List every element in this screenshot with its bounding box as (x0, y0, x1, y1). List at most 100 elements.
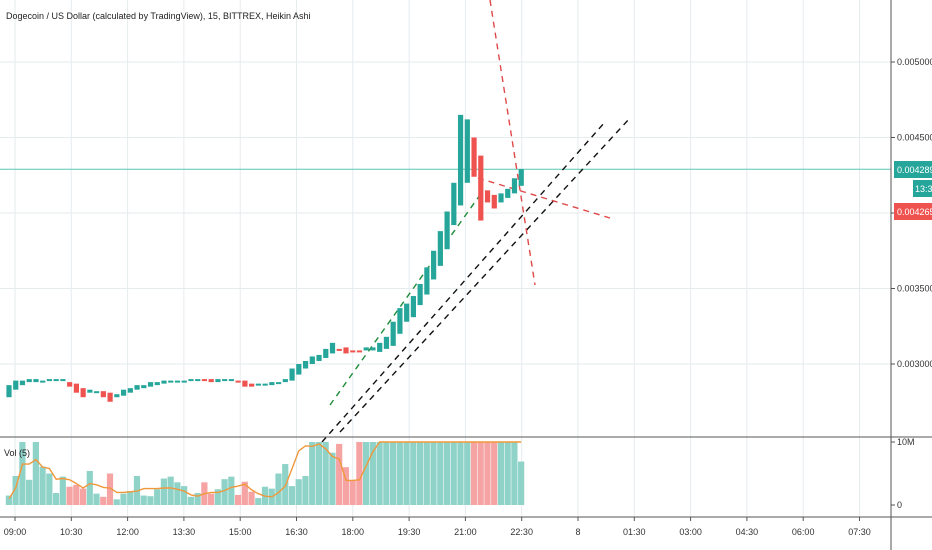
candle (154, 382, 160, 386)
candle (269, 382, 275, 386)
volume-bar (140, 495, 147, 505)
candle (511, 178, 518, 194)
candle (134, 385, 140, 390)
trend-line-black-upper[interactable] (321, 121, 606, 443)
volume-bar (194, 493, 201, 505)
volume-bar (39, 466, 46, 505)
candle (147, 382, 154, 387)
volume-bar (363, 442, 370, 505)
volume-bar (160, 478, 168, 505)
volume-bar (470, 442, 478, 505)
countdown-tag-text: 13:32 (915, 184, 932, 194)
candle (80, 388, 86, 398)
candle (464, 119, 470, 183)
candle (26, 379, 32, 383)
volume-bar (147, 496, 154, 505)
countdown-tag (913, 180, 932, 197)
volume-bar (403, 442, 410, 505)
volume-bar (315, 442, 323, 505)
candle (53, 379, 59, 382)
volume-bar (518, 461, 525, 505)
candle (282, 379, 288, 383)
candle (46, 379, 53, 382)
candle (390, 321, 396, 346)
volume-bar (5, 495, 12, 505)
candle (410, 296, 416, 318)
candle (73, 383, 79, 393)
candle (127, 388, 133, 393)
candle (181, 380, 187, 383)
candle (437, 231, 443, 266)
candle (363, 347, 369, 351)
volume-bar (450, 442, 457, 505)
volume-bar (214, 489, 221, 505)
volume-tick-label: 10M (897, 437, 915, 447)
candle (208, 379, 214, 383)
volume-bar (86, 470, 93, 505)
time-tick-label: 21:00 (454, 527, 477, 537)
candle (323, 348, 329, 358)
candle (40, 380, 46, 383)
candle (67, 382, 73, 387)
volume-bar (396, 442, 403, 505)
candle (491, 194, 497, 209)
volume-ma-line (8, 441, 522, 500)
trend-line-black-lower[interactable] (339, 117, 631, 433)
candle (13, 380, 19, 390)
volume-bar (181, 486, 188, 505)
candle (201, 379, 208, 382)
candle (188, 379, 194, 382)
candle (431, 250, 437, 280)
candle (417, 283, 423, 306)
volume-bar (356, 442, 363, 505)
volume-bar (309, 442, 316, 505)
candles-layer (6, 114, 524, 402)
volume-bar (484, 442, 491, 505)
candle (316, 354, 322, 361)
volume-bar (19, 442, 26, 505)
trend-line-red-shallow[interactable] (477, 177, 611, 219)
time-tick-label: 8 (575, 527, 580, 537)
candle (87, 389, 93, 393)
drawings-layer (321, 0, 631, 443)
time-tick-label: 22:30 (510, 527, 533, 537)
volume-bar (376, 442, 383, 505)
candle (107, 392, 113, 402)
chart-title: Dogecoin / US Dollar (calculated by Trad… (6, 11, 310, 21)
time-tick-label: 15:00 (229, 527, 252, 537)
candle (19, 380, 26, 386)
candle (471, 137, 477, 177)
volume-bar (234, 494, 242, 505)
candle (296, 364, 302, 375)
volume-bar (93, 493, 100, 505)
volume-bar (416, 442, 424, 505)
candle (498, 193, 504, 203)
volume-bar (255, 498, 262, 505)
candle (215, 379, 221, 383)
volume-bar (430, 442, 437, 505)
candle (249, 383, 255, 387)
time-tick-label: 12:00 (116, 527, 139, 537)
volume-bar (437, 442, 444, 505)
volume-bar (410, 442, 417, 505)
candle (356, 350, 363, 353)
candle (195, 379, 201, 382)
candle (60, 379, 66, 382)
candle (424, 267, 430, 295)
level-price-tag (894, 203, 932, 220)
trend-line-red-steep[interactable] (489, 0, 536, 286)
candle (329, 342, 336, 354)
volume-bar (342, 467, 349, 505)
volume-bar (113, 499, 120, 505)
candle (457, 114, 464, 206)
candle (518, 169, 524, 186)
candle (343, 347, 349, 354)
candle (309, 356, 315, 364)
volume-bar (477, 442, 484, 505)
candle (228, 379, 235, 382)
volume-bar (504, 442, 511, 505)
volume-bar (59, 476, 66, 505)
volume-bar (100, 496, 107, 505)
